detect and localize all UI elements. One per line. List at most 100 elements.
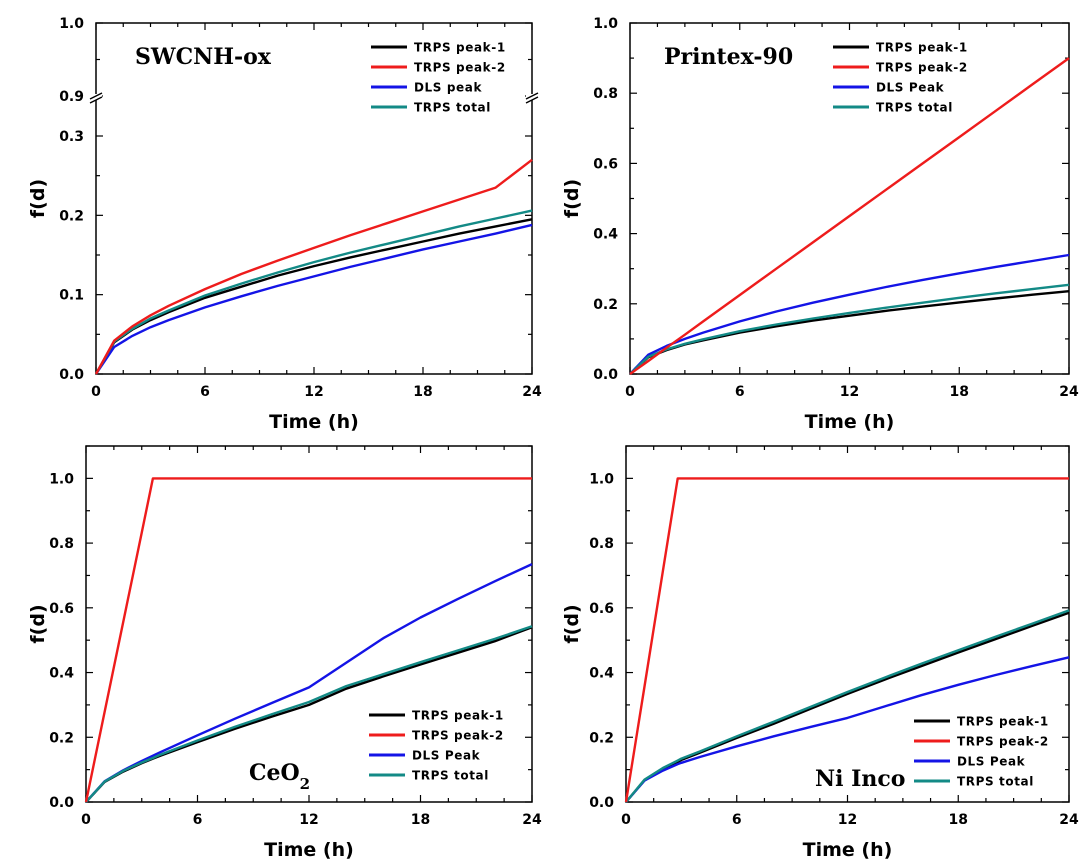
legend-label: TRPS peak-1 (957, 715, 1049, 729)
panel-printex-90: 0 6 12 18 24 0.0 0.2 0.4 0.6 0.8 1.0 Time (h) f(d) TR… (561, 16, 1079, 433)
series-line (95, 223, 533, 375)
y-tick-label: 0.4 (593, 227, 618, 243)
legend-label: TRPS total (414, 101, 491, 115)
y-tick-label: 0.4 (49, 666, 74, 682)
y-tick-label: 0.6 (589, 601, 614, 617)
y-tick-label: 0.0 (593, 367, 618, 383)
plot-frame (625, 445, 1070, 803)
x-tick-label: 12 (304, 384, 323, 400)
y-tick-label: 0.8 (589, 536, 614, 552)
series-line (94, 218, 533, 375)
x-axis-label: Time (h) (803, 839, 893, 861)
axis-break-mark (525, 96, 539, 104)
y-tick-label: 0.9 (59, 89, 84, 105)
y-tick-label: 1.0 (49, 471, 74, 487)
axis-break-mark (89, 92, 103, 100)
axis-break-gap (90, 94, 102, 100)
series-line (85, 563, 533, 803)
series-line (625, 609, 1070, 803)
chart-title-subscript: 2 (300, 775, 310, 793)
x-tick-label: 0 (621, 812, 631, 828)
y-tick-label: 1.0 (593, 16, 618, 32)
legend-label: TRPS total (876, 101, 953, 115)
y-tick-label: 0.4 (589, 666, 614, 682)
x-tick-label: 18 (950, 384, 969, 400)
series-line (624, 477, 1069, 803)
x-tick-label: 24 (1059, 812, 1079, 828)
y-tick-label: 0.8 (49, 536, 74, 552)
y-tick-label: 0.8 (593, 86, 618, 102)
y-axis-label: f(d) (561, 179, 583, 218)
x-axis-label: Time (h) (805, 411, 895, 433)
x-tick-label: 12 (838, 812, 857, 828)
series-line (84, 477, 532, 803)
y-axis-label: f(d) (27, 179, 49, 218)
legend-label: TRPS peak-1 (414, 41, 506, 55)
y-tick-label: 0.2 (59, 208, 84, 224)
series-line (625, 656, 1070, 803)
plot-frame (629, 22, 1070, 375)
x-tick-label: 6 (200, 384, 210, 400)
x-tick-label: 0 (625, 384, 635, 400)
chart-title: SWCNH-ox (135, 44, 272, 70)
y-tick-label: 0.3 (59, 129, 84, 145)
axis-break-gap (526, 94, 538, 100)
x-tick-label: 24 (1059, 384, 1079, 400)
y-tick-label: 0.2 (589, 730, 614, 746)
y-tick-label: 1.0 (59, 16, 84, 32)
legend-label: DLS peak (414, 81, 482, 95)
y-tick-label: 0.1 (59, 288, 84, 304)
x-tick-label: 6 (193, 812, 203, 828)
panel-ni-inco: 0 6 12 18 24 0.0 0.2 0.4 0.6 0.8 1.0 Time (h) f(d) TR… (561, 445, 1079, 861)
x-tick-label: 18 (949, 812, 968, 828)
legend-label: TRPS total (412, 769, 489, 783)
chart-title: Printex-90 (664, 44, 793, 70)
axis-break-mark (525, 92, 539, 100)
x-tick-label: 0 (91, 384, 101, 400)
x-tick-label: 6 (732, 812, 742, 828)
legend-label: TRPS peak-2 (412, 729, 504, 743)
x-axis-label: Time (h) (264, 839, 354, 861)
y-tick-label: 0.0 (589, 795, 614, 811)
legend-label: TRPS peak-1 (876, 41, 968, 55)
y-tick-label: 0.6 (593, 156, 618, 172)
x-tick-label: 24 (522, 384, 542, 400)
y-axis-label: f(d) (561, 604, 583, 643)
chart-title: CeO2 (249, 760, 310, 793)
legend-label: DLS Peak (412, 749, 481, 763)
plot-frame (95, 22, 533, 375)
panel-swcnh-ox: 0 6 12 18 24 0.0 0.1 0.2 0.3 0.9 1.0 Time (h) f(d) TR… (27, 16, 542, 433)
y-axis-label: f(d) (27, 604, 49, 643)
x-tick-label: 18 (411, 812, 430, 828)
series-line (629, 290, 1070, 375)
y-tick-label: 0.2 (593, 297, 618, 313)
x-axis-label: Time (h) (269, 411, 359, 433)
legend-label: DLS Peak (957, 755, 1026, 769)
legend-label: TRPS peak-2 (414, 61, 506, 75)
y-tick-label: 0.0 (49, 795, 74, 811)
chart-title: Ni Inco (815, 766, 905, 792)
x-tick-label: 24 (522, 812, 542, 828)
y-tick-label: 0.6 (49, 601, 74, 617)
x-tick-label: 6 (735, 384, 745, 400)
series-line (629, 283, 1070, 375)
legend-label: TRPS peak-2 (876, 61, 968, 75)
panel-ceo2: 0 6 12 18 24 0.0 0.2 0.4 0.6 0.8 1.0 Time (h) f(d) TR… (27, 445, 542, 861)
x-tick-label: 12 (299, 812, 318, 828)
y-tick-label: 1.0 (589, 471, 614, 487)
y-tick-label: 0.2 (49, 730, 74, 746)
y-tick-label: 0.0 (59, 367, 84, 383)
series-line (85, 625, 533, 803)
series-line (94, 209, 533, 375)
x-tick-label: 18 (413, 384, 432, 400)
legend-label: DLS Peak (876, 81, 945, 95)
axis-break-mark (89, 96, 103, 104)
legend-label: TRPS peak-2 (957, 735, 1049, 749)
legend-label: TRPS total (957, 775, 1034, 789)
series-line (629, 57, 1070, 375)
x-tick-label: 0 (81, 812, 91, 828)
series-line (94, 158, 533, 375)
legend-label: TRPS peak-1 (412, 709, 504, 723)
x-tick-label: 12 (840, 384, 859, 400)
